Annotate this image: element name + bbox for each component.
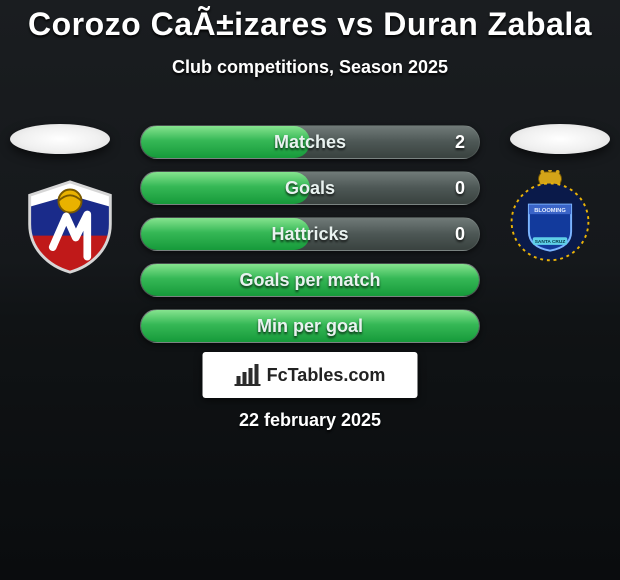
stat-label: Goals per match <box>141 264 479 296</box>
stat-value: 2 <box>455 126 465 158</box>
stat-pill: Min per goal <box>140 309 480 343</box>
bar-chart-icon <box>235 364 261 386</box>
stat-label: Matches <box>141 126 479 158</box>
stat-row: Goals per match <box>140 263 480 297</box>
date-text: 22 february 2025 <box>0 410 620 431</box>
stat-label: Goals <box>141 172 479 204</box>
stat-label: Hattricks <box>141 218 479 250</box>
stat-row: Min per goal <box>140 309 480 343</box>
stat-pill: Matches 2 <box>140 125 480 159</box>
stat-value: 0 <box>455 172 465 204</box>
stat-row: Hattricks 0 <box>140 217 480 251</box>
stats-rows: Matches 2 Goals 0 Hattricks 0 Goals pe <box>0 125 620 355</box>
stat-value: 0 <box>455 218 465 250</box>
watermark: FcTables.com <box>203 352 418 398</box>
stat-label: Min per goal <box>141 310 479 342</box>
page-title: Corozo CaÃ±izares vs Duran Zabala <box>0 0 620 43</box>
stat-pill: Goals per match <box>140 263 480 297</box>
stat-row: Matches 2 <box>140 125 480 159</box>
comparison-card: Corozo CaÃ±izares vs Duran Zabala Club c… <box>0 0 620 580</box>
stat-pill: Hattricks 0 <box>140 217 480 251</box>
stat-row: Goals 0 <box>140 171 480 205</box>
watermark-text: FcTables.com <box>267 365 386 386</box>
subtitle: Club competitions, Season 2025 <box>0 57 620 78</box>
stat-pill: Goals 0 <box>140 171 480 205</box>
